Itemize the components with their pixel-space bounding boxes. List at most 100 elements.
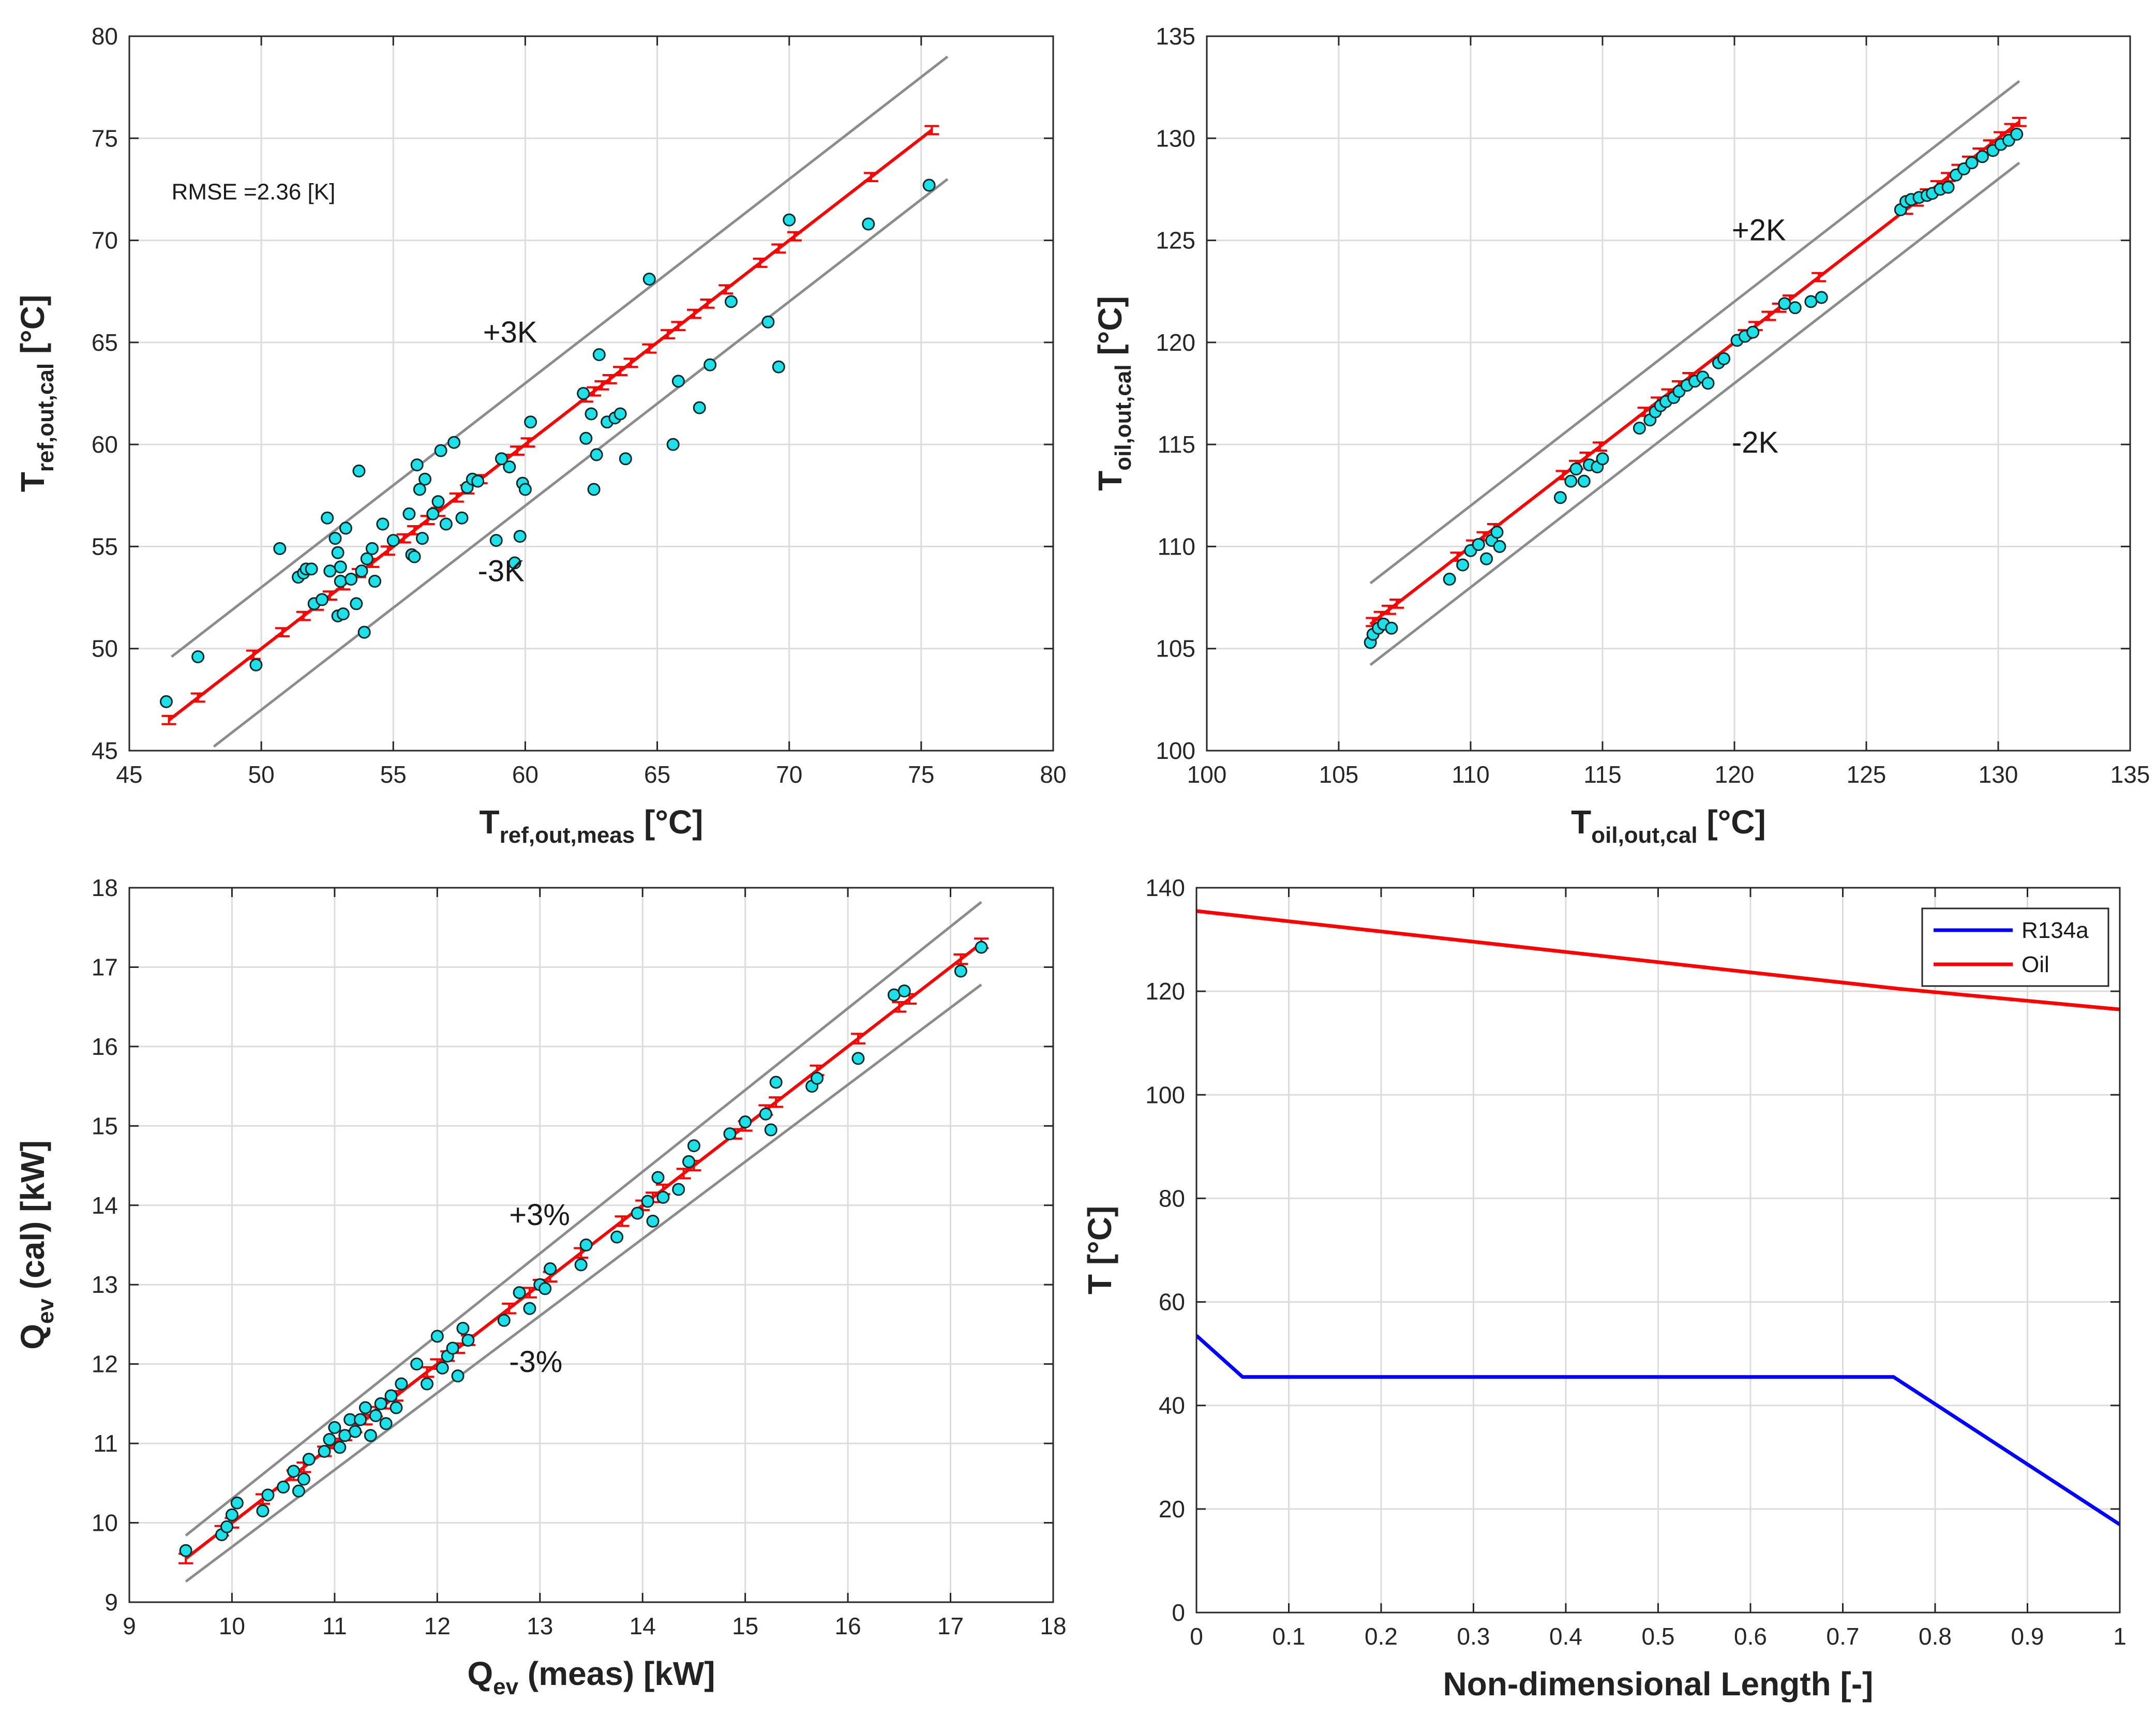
x-tick-label: 60: [512, 761, 538, 788]
error-bar: [850, 1033, 865, 1044]
error-bar: [953, 953, 968, 965]
data-point: [302, 1453, 316, 1466]
x-tick-label: 125: [1847, 761, 1887, 788]
data-point: [642, 273, 656, 286]
data-point: [518, 483, 532, 496]
data-point: [354, 1413, 367, 1426]
ticks: [1206, 35, 2131, 752]
error-bar: [1389, 599, 1404, 609]
x-tick-label: 0.7: [1826, 1623, 1860, 1650]
x-tick-label: 65: [644, 761, 670, 788]
data-point: [544, 1262, 557, 1276]
data-point: [345, 573, 358, 586]
error-bar: [623, 357, 638, 368]
y-tick-label: 55: [92, 533, 118, 560]
error-bar: [1592, 441, 1607, 452]
bound-line: [185, 901, 982, 1537]
data-point: [334, 560, 347, 574]
bound-line: [171, 55, 949, 658]
data-point: [922, 178, 936, 192]
y-axis-label: Toil,out,cal [°C]: [1091, 296, 1136, 491]
data-layer: [178, 901, 989, 1583]
data-point: [297, 1472, 310, 1486]
x-tick-label: 80: [1040, 761, 1066, 788]
y-tick-label: 13: [92, 1271, 118, 1298]
data-point: [434, 444, 447, 457]
data-point: [339, 521, 352, 535]
data-point: [646, 1214, 660, 1228]
y-tick-label: 105: [1156, 635, 1195, 662]
axes-frame: [128, 887, 1054, 1603]
x-tick-label: 11: [322, 1613, 347, 1639]
y-tick-label: 115: [1158, 431, 1195, 458]
data-point: [1717, 352, 1731, 365]
data-point: [1577, 474, 1591, 488]
error-bar: [2012, 116, 2027, 127]
bound-line: [1369, 80, 2020, 585]
error-bar: [924, 125, 939, 136]
panel-qev: 9 10 11 12 13 14 15 16 17 18 9 10 11 12 13 14 15 16 17 18 Qe…: [14, 874, 1067, 1699]
data-point: [524, 415, 537, 429]
error-bar: [771, 243, 786, 254]
error-bar: [615, 1215, 630, 1227]
data-point: [426, 507, 440, 520]
data-point: [703, 358, 717, 371]
data-point: [368, 575, 382, 588]
data-point: [577, 387, 590, 400]
error-bar: [892, 1001, 907, 1013]
data-point: [523, 1302, 536, 1315]
data-point: [447, 436, 461, 449]
x-tick-label: 1: [2113, 1623, 2127, 1650]
data-point: [764, 1123, 777, 1137]
annotation: -3K: [478, 555, 525, 588]
y-axis-label: Tref,out,cal [°C]: [14, 295, 58, 493]
error-bar: [520, 437, 535, 448]
data-point: [323, 1433, 336, 1446]
label-subscript: ref,out,cal: [33, 363, 58, 472]
data-point: [811, 1071, 824, 1085]
data-point: [1385, 621, 1398, 635]
error-bar: [642, 343, 657, 354]
data-point: [1788, 301, 1802, 315]
data-point: [489, 534, 503, 547]
error-bar: [161, 714, 176, 725]
y-tick-label: 60: [92, 431, 118, 458]
x-tick-label: 14: [630, 1613, 656, 1639]
data-point: [590, 448, 603, 461]
y-tick-label: 16: [92, 1033, 118, 1060]
data-point: [783, 213, 796, 227]
data-point: [334, 575, 347, 588]
y-tick-label: 75: [92, 125, 118, 152]
data-point: [179, 1544, 192, 1557]
data-point: [376, 517, 390, 531]
data-point: [256, 1504, 270, 1518]
y-tick-label: 15: [92, 1112, 118, 1139]
x-tick-label: 0.1: [1272, 1623, 1306, 1650]
x-tick-label: 130: [1979, 761, 2018, 788]
data-point: [386, 534, 400, 547]
error-bar: [753, 258, 768, 268]
y-tick-label: 12: [92, 1351, 118, 1378]
label-subscript: ev: [33, 1299, 58, 1324]
x-tick-label: 16: [835, 1613, 861, 1639]
data-point: [446, 1341, 459, 1355]
error-bar: [863, 172, 878, 183]
x-axis-label: Toil,out,cal [°C]: [1571, 803, 1766, 848]
error-bar: [502, 1303, 517, 1315]
label-unit: [°C]: [1091, 296, 1129, 364]
panel-tref: 45 50 55 60 65 70 75 80 45 50 55 60 65 70 75 80 Tref,out…: [14, 23, 1067, 848]
data-point: [364, 1429, 377, 1442]
x-tick-label: 0.4: [1549, 1623, 1582, 1650]
data-point: [461, 1334, 475, 1347]
y-axis-label: Qev (cal) [kW]: [14, 1140, 58, 1350]
data-point: [666, 438, 680, 451]
label-unit: (cal) [kW]: [14, 1140, 51, 1299]
x-tick-label: 100: [1187, 761, 1227, 788]
data-point: [395, 1377, 408, 1391]
data-point: [723, 1127, 737, 1141]
data-point: [1804, 295, 1818, 308]
label-subscript: oil,out,cal: [1591, 823, 1697, 848]
data-point: [1778, 297, 1791, 310]
x-tick-label: 70: [776, 761, 802, 788]
label-base: T [°C]: [1081, 1206, 1118, 1294]
